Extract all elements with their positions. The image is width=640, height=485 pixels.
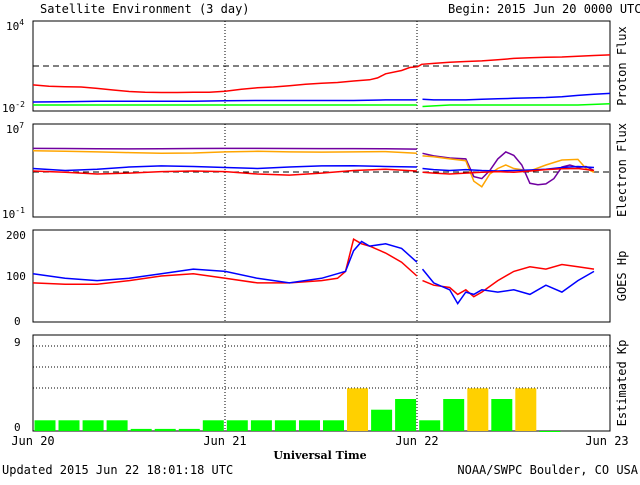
kp-ytick-0: 0 [14,421,21,434]
kp-bar-21 [539,431,561,432]
goes-series-group [32,238,595,305]
kp-bar-7 [202,420,224,431]
kp-bars-group [34,388,561,432]
electron-panel-frame [32,123,611,218]
kp-bar-17 [443,399,465,431]
kp-bar-9 [250,420,272,431]
kp-bar-14 [371,409,393,431]
proton-ytick-top-exp: 4 [19,18,24,27]
kp-bar-12 [323,420,344,431]
electron-series-orange-line-0 [32,149,417,155]
kp-bar-19 [491,399,513,431]
xtick-jun23: Jun 23 [585,434,628,448]
proton-ytick-bottom-exp: -2 [15,100,25,109]
kp-ylabel: Estimated Kp [615,340,629,427]
credit-text: NOAA/SWPC Boulder, CO USA [457,463,638,477]
electron-series-purple-line-1 [422,151,595,186]
kp-panel-frame [32,334,611,432]
electron-ytick-top-exp: 7 [19,121,24,130]
proton-ylabel: Proton Flux [615,26,629,105]
electron-ytick-bottom-exp: -1 [15,206,25,215]
proton-ytick-top-base: 10 [6,20,19,33]
begin-value: 2015 Jun 20 0000 UTC [497,2,640,16]
electron-ytick-top: 107 [6,121,24,136]
kp-bar-6 [178,428,200,431]
electron-ylabel: Electron Flux [615,123,629,217]
kp-bar-16 [419,420,441,431]
begin-label: Begin: [448,2,491,16]
kp-bar-0 [34,420,56,431]
proton-series-red-line [32,54,611,94]
goes-panel-frame [32,229,611,323]
electron-ytick-top-base: 10 [6,123,19,136]
goes-ytick-200: 200 [6,229,26,242]
xtick-jun21: Jun 21 [203,434,246,448]
kp-bar-18 [467,388,489,431]
kp-bar-10 [274,420,296,431]
kp-bar-15 [395,399,417,431]
goes-series-red-line-0 [32,238,418,286]
kp-bar-4 [130,428,152,431]
xtick-jun20: Jun 20 [11,434,54,448]
electron-ytick-bottom: 10-1 [2,206,25,221]
electron-series-purple-line-0 [32,147,417,150]
goes-series-red-line-1 [422,263,595,298]
proton-ytick-bottom: 10-2 [2,100,25,115]
goes-ytick-100: 100 [6,270,26,283]
electron-series-orange-line-1 [422,155,595,188]
proton-series-blue-line-0 [32,99,417,103]
xtick-jun22: Jun 22 [395,434,438,448]
kp-bar-8 [226,420,248,431]
kp-bar-11 [299,420,320,431]
proton-series-group [32,54,611,108]
electron-series-blue-line-0 [32,164,417,172]
kp-level-lines [33,345,610,389]
proton-ytick-top: 104 [6,18,24,33]
electron-series-blue-line-1 [422,165,595,172]
kp-bar-5 [154,428,176,431]
kp-bar-3 [106,420,128,431]
chart-title: Satellite Environment (3 day) [40,2,250,16]
electron-series-red-line-0 [32,168,417,176]
kp-bar-1 [58,420,80,431]
goes-series-blue-line-0 [32,240,418,284]
proton-ytick-bottom-base: 10 [2,102,15,115]
proton-series-green-line-1 [422,103,611,108]
kp-ytick-9: 9 [14,336,21,349]
updated-timestamp: Updated 2015 Jun 22 18:01:18 UTC [2,463,233,477]
goes-series-blue-line-1 [421,268,595,305]
goes-ylabel: GOES Hp [615,251,629,302]
kp-bar-20 [515,388,537,431]
proton-series-blue-line-1 [422,92,611,101]
goes-ytick-0: 0 [14,315,21,328]
kp-bar-2 [82,420,104,431]
kp-bar-13 [347,388,368,431]
electron-series-group [32,147,595,188]
day-dividers [224,21,418,431]
electron-ytick-bottom-base: 10 [2,208,15,221]
x-axis-label: Universal Time [273,449,366,462]
electron-series-red-line-1 [422,167,595,175]
